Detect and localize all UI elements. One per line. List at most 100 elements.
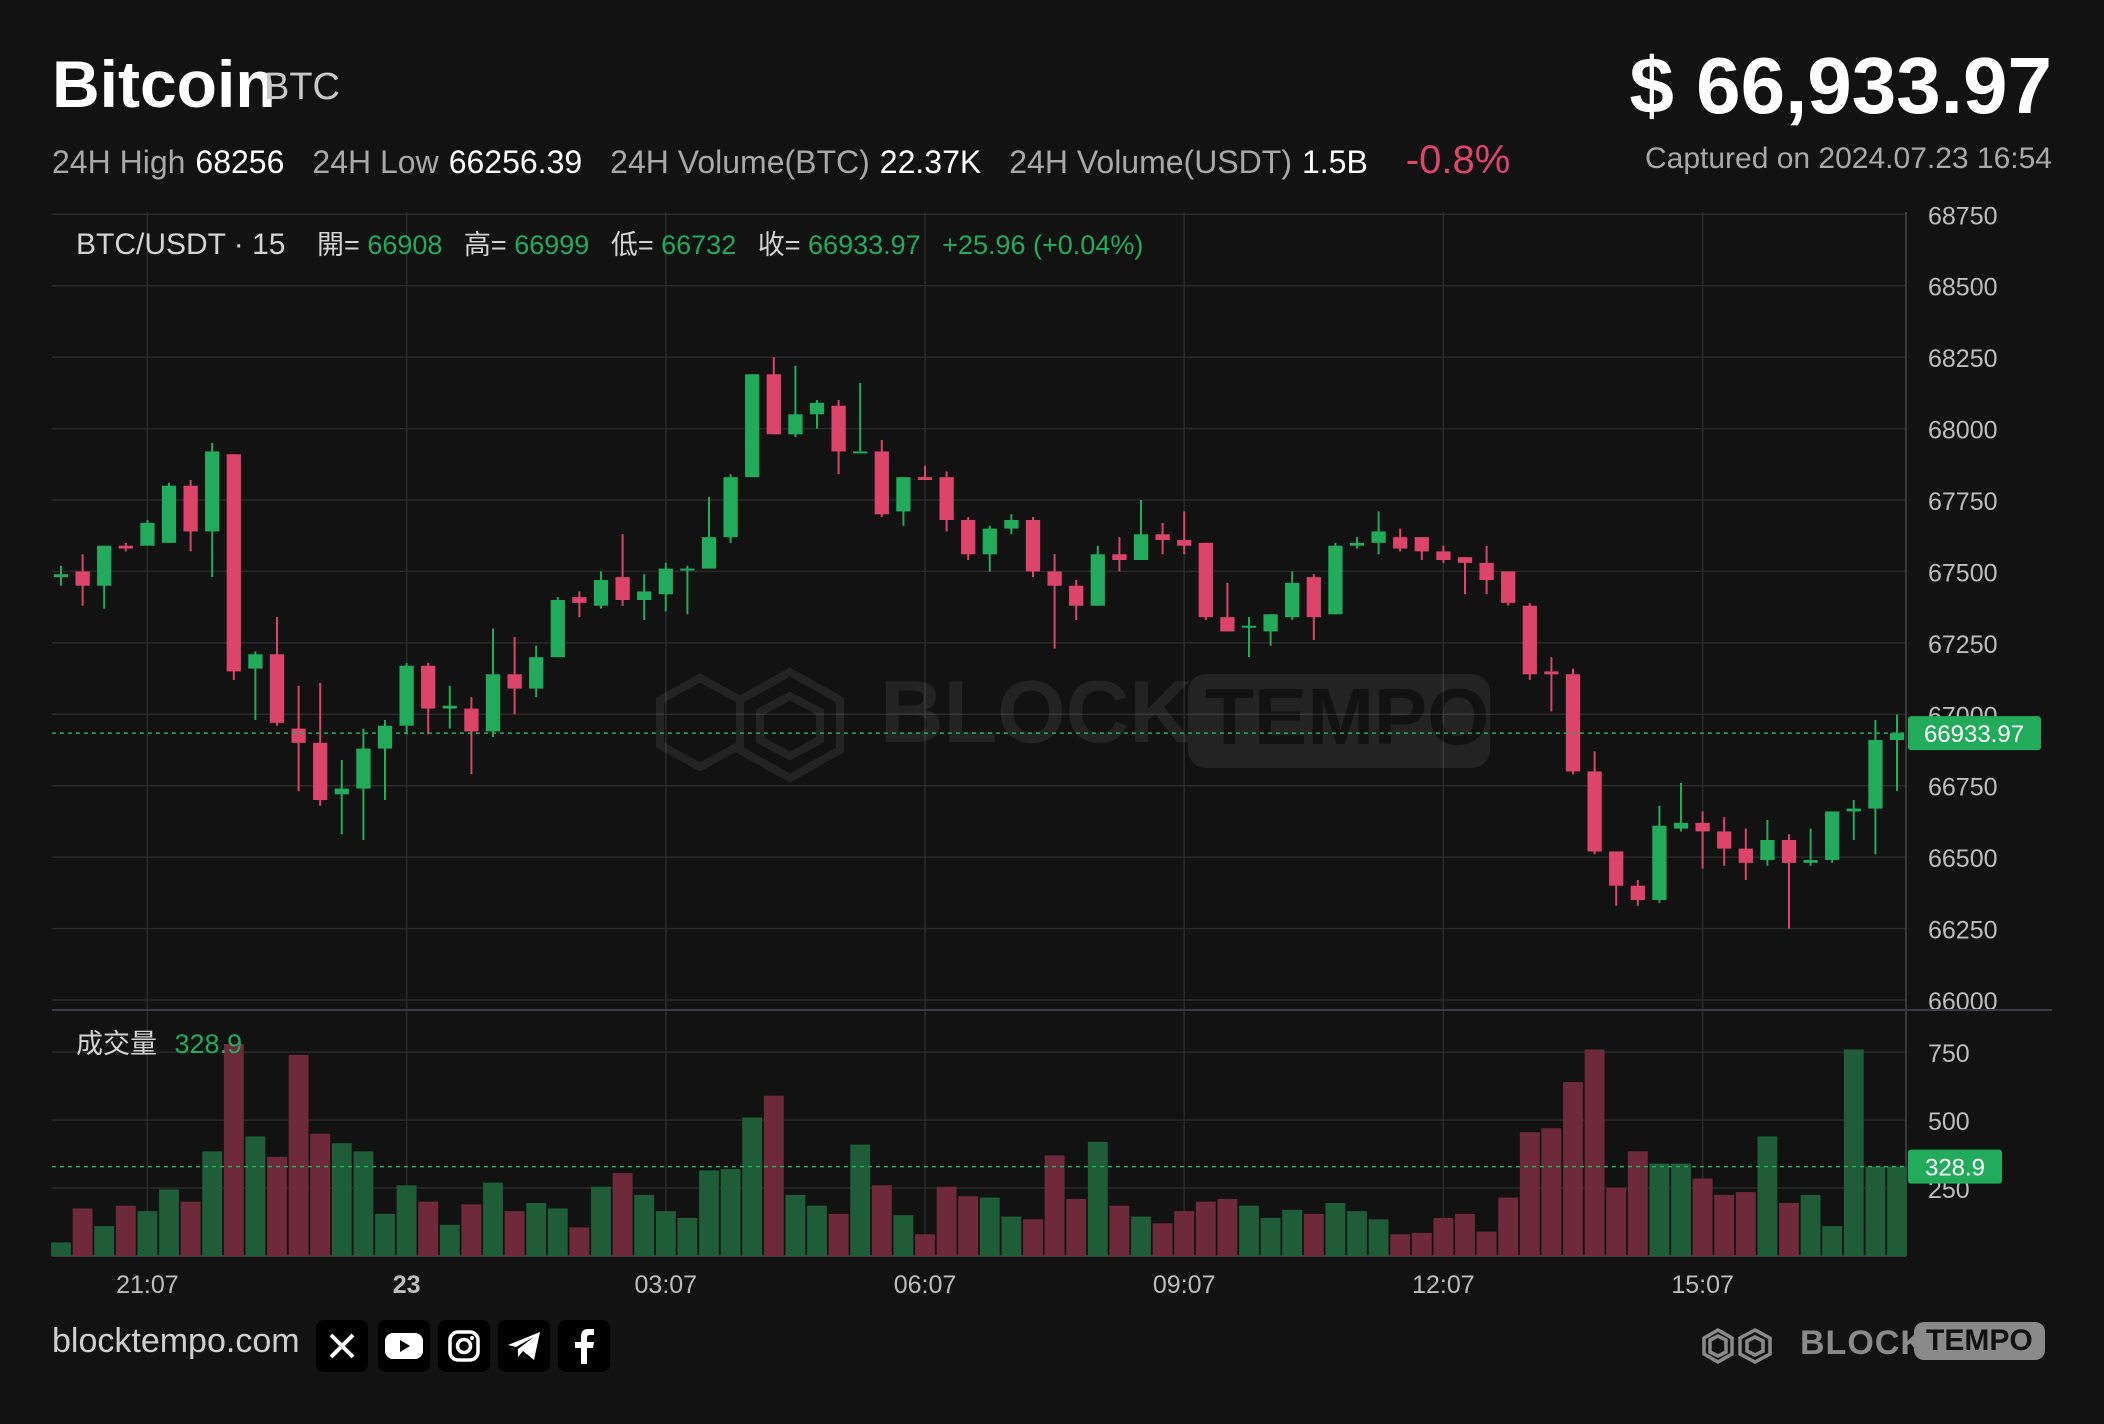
- candle-body: [1155, 534, 1170, 540]
- candle-body: [1112, 554, 1127, 560]
- price-tick-label: 68500: [1928, 274, 1998, 302]
- volume-bar: [94, 1226, 115, 1256]
- coin-symbol: BTC: [264, 66, 340, 108]
- legend-low-label: 低=: [611, 230, 654, 260]
- brand-block-text: BLOCK: [1800, 1324, 1926, 1362]
- price-tick-label: 67500: [1928, 559, 1998, 587]
- candle-body: [593, 580, 609, 606]
- candle-body: [982, 528, 997, 555]
- price-tick-label: 66500: [1928, 845, 1998, 873]
- candle-body: [809, 402, 825, 415]
- legend-change: +25.96 (+0.04%): [942, 230, 1143, 260]
- candle-body: [1328, 545, 1343, 615]
- candle-body: [1457, 557, 1473, 563]
- candle-body: [334, 788, 349, 795]
- candle-body: [1004, 520, 1019, 529]
- legend-open-label: 開=: [317, 230, 360, 260]
- volume-bar: [353, 1151, 374, 1256]
- candle-body: [680, 568, 695, 571]
- candle-body: [637, 591, 652, 600]
- candle-body: [442, 705, 457, 709]
- price-tick-label: 67250: [1928, 631, 1998, 659]
- candle-body: [1673, 822, 1689, 829]
- volume-label: 成交量: [76, 1029, 157, 1059]
- volume-bar: [439, 1224, 460, 1256]
- candle-body: [1825, 811, 1840, 860]
- volume-bar: [1239, 1205, 1259, 1256]
- volume-bar: [1066, 1198, 1087, 1256]
- legend-pair: BTC/USDT · 15: [76, 228, 286, 261]
- candle-body: [507, 674, 522, 689]
- volume-bar: [1843, 1049, 1864, 1256]
- volume-bar: [612, 1173, 633, 1256]
- volume-bars: [51, 1044, 1907, 1256]
- coin-name: Bitcoin: [52, 47, 276, 121]
- price-tick-label: 66750: [1928, 774, 1998, 802]
- candle-body: [1889, 733, 1905, 740]
- volume-bar: [1087, 1141, 1108, 1256]
- volume-bar: [245, 1136, 266, 1256]
- candle-body: [939, 477, 954, 520]
- candle-body: [1090, 554, 1105, 606]
- candle-body: [1846, 808, 1861, 812]
- volume-bar: [1519, 1132, 1540, 1256]
- current-price: $ 66,933.97: [1629, 41, 2052, 130]
- volume-value: 328.9: [175, 1029, 243, 1059]
- volume-bar: [785, 1194, 806, 1256]
- candle-body: [183, 485, 198, 532]
- candle-body: [53, 574, 69, 578]
- last-price-tag: [1908, 716, 2041, 751]
- telegram-icon[interactable]: [498, 1320, 550, 1372]
- candle-body: [1738, 848, 1753, 863]
- volume-bar: [1109, 1205, 1130, 1256]
- youtube-icon[interactable]: [378, 1320, 430, 1372]
- candle-body: [1803, 860, 1818, 863]
- volume-bar: [1152, 1223, 1173, 1256]
- time-tick-label: 12:07: [1412, 1271, 1475, 1299]
- volume-bar: [504, 1211, 525, 1256]
- volume-bar: [1822, 1226, 1843, 1256]
- candle-body: [766, 374, 781, 435]
- facebook-icon[interactable]: [558, 1320, 610, 1372]
- candle-body: [1069, 585, 1084, 606]
- legend-close-label: 收=: [758, 230, 801, 260]
- volume-bar: [1217, 1198, 1238, 1256]
- volume-bar: [1260, 1217, 1281, 1256]
- volume-bar: [655, 1211, 676, 1256]
- volume-tick-label: 500: [1928, 1108, 1970, 1136]
- footer-site[interactable]: blocktempo.com: [52, 1322, 300, 1360]
- last-price-tag-text: 66933.97: [1924, 721, 2024, 748]
- candle-body: [874, 451, 889, 515]
- legend-high-label: 高=: [464, 230, 507, 260]
- volume-bar: [1563, 1082, 1583, 1256]
- volume-bar: [1433, 1217, 1454, 1256]
- time-tick-label: 03:07: [635, 1271, 698, 1299]
- candle-body: [723, 477, 738, 538]
- svg-text:成交量 328.9: 成交量 328.9: [76, 1029, 242, 1059]
- x-icon[interactable]: [316, 1320, 368, 1372]
- volume-bar: [1735, 1192, 1756, 1256]
- volume-bar: [1303, 1213, 1324, 1256]
- candle-body: [1177, 540, 1192, 546]
- volume-bar: [310, 1133, 331, 1256]
- volume-bar: [1195, 1201, 1216, 1256]
- brand-tempo-text: TEMPO: [1914, 1322, 2045, 1360]
- legend-low: 66732: [661, 230, 736, 260]
- candle-body: [550, 600, 565, 658]
- candle-body: [1285, 582, 1300, 618]
- candle-body: [75, 571, 90, 586]
- candle-body: [831, 405, 846, 452]
- volume-bar: [137, 1211, 158, 1256]
- volume-bar: [418, 1201, 439, 1256]
- volume-bar: [893, 1215, 914, 1256]
- last-volume-tag-text: 328.9: [1925, 1155, 1985, 1182]
- candle-body: [1349, 542, 1365, 546]
- candle-body: [853, 451, 868, 454]
- instagram-icon[interactable]: [438, 1320, 490, 1372]
- volume-bar: [1584, 1049, 1605, 1256]
- volume-bar: [742, 1117, 763, 1256]
- time-tick-label: 21:07: [116, 1271, 179, 1299]
- volume-bar: [1671, 1163, 1691, 1256]
- grid: [52, 212, 1906, 1256]
